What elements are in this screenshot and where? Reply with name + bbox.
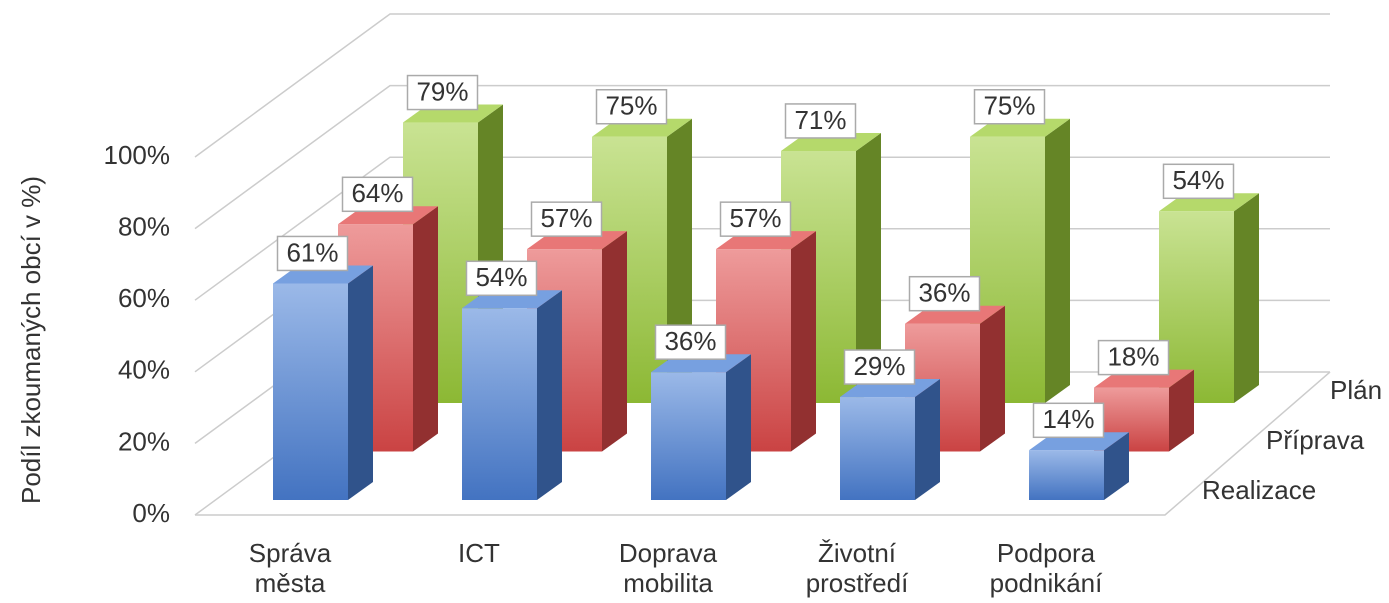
value-label-box [530,201,603,237]
value-label-box [973,89,1046,125]
value-label-box [719,201,792,237]
y-tick-label: 60% [118,283,170,313]
x-tick-label: Doprava mobilita [618,538,718,598]
value-label-box [908,275,981,312]
value-label-box [1032,402,1105,439]
bar-front [273,283,348,500]
value-label: 64% [351,178,403,208]
value-label-box [654,324,727,360]
grid-line [194,84,1330,230]
bar [338,206,438,452]
grid-line [194,13,1330,158]
x-tick-label: Podpora podnikání [989,538,1103,598]
bar-side [791,231,816,452]
legend-label: Příprava [1266,425,1365,455]
legend-label: Plán [1330,375,1382,405]
x-tick-label: Životní prostředí [805,538,909,598]
bar [462,290,562,500]
bar-front [651,372,726,500]
value-label: 14% [1042,404,1094,434]
value-label: 54% [1172,165,1224,195]
legend-label: Realizace [1202,475,1316,505]
value-label: 75% [605,91,657,121]
bar-side [915,379,940,500]
bar-side [413,206,438,452]
bar-side [1234,193,1259,403]
value-label-box [465,260,538,297]
bar-side [1104,432,1129,500]
value-label: 29% [853,351,905,381]
value-label-box [784,103,857,139]
value-label-box [1097,339,1170,376]
value-label-box [341,176,414,213]
value-label-box [406,74,479,111]
bar [651,354,751,500]
bar-front [1029,450,1104,500]
y-axis-label: Podíl zkoumaných obcí v %) [16,176,46,504]
value-label-box [1162,163,1235,200]
floor-edge [195,371,1331,516]
y-tick-label: 80% [118,211,170,241]
bar-side [1045,118,1070,403]
value-label: 36% [918,278,970,308]
bar [273,265,373,500]
bar-side [856,132,881,403]
value-label: 61% [286,237,338,267]
value-label: 36% [664,326,716,356]
bar-front [840,397,915,500]
value-label: 18% [1107,341,1159,371]
value-label: 79% [416,76,468,106]
value-label-box [276,235,349,272]
bar-side [537,290,562,500]
y-tick-label: 100% [104,140,171,170]
value-label: 57% [540,203,592,233]
bar [1029,432,1129,500]
bar [716,231,816,452]
x-tick-label: Správa města [248,538,332,598]
y-tick-label: 20% [118,426,170,456]
bar-front [462,308,537,500]
value-label: 75% [983,91,1035,121]
value-label-box [595,89,668,125]
bar-side [1169,369,1194,452]
bar-side [602,231,627,452]
y-tick-label: 0% [132,498,170,528]
bar [840,379,940,500]
value-label: 57% [729,203,781,233]
bar-side [726,354,751,500]
bar-side [980,305,1005,452]
value-label: 71% [794,105,846,135]
y-tick-label: 40% [118,355,170,385]
value-label-box [843,349,916,385]
value-label: 54% [475,262,527,292]
x-tick-label: ICT [458,538,500,568]
bar-side [348,265,373,500]
